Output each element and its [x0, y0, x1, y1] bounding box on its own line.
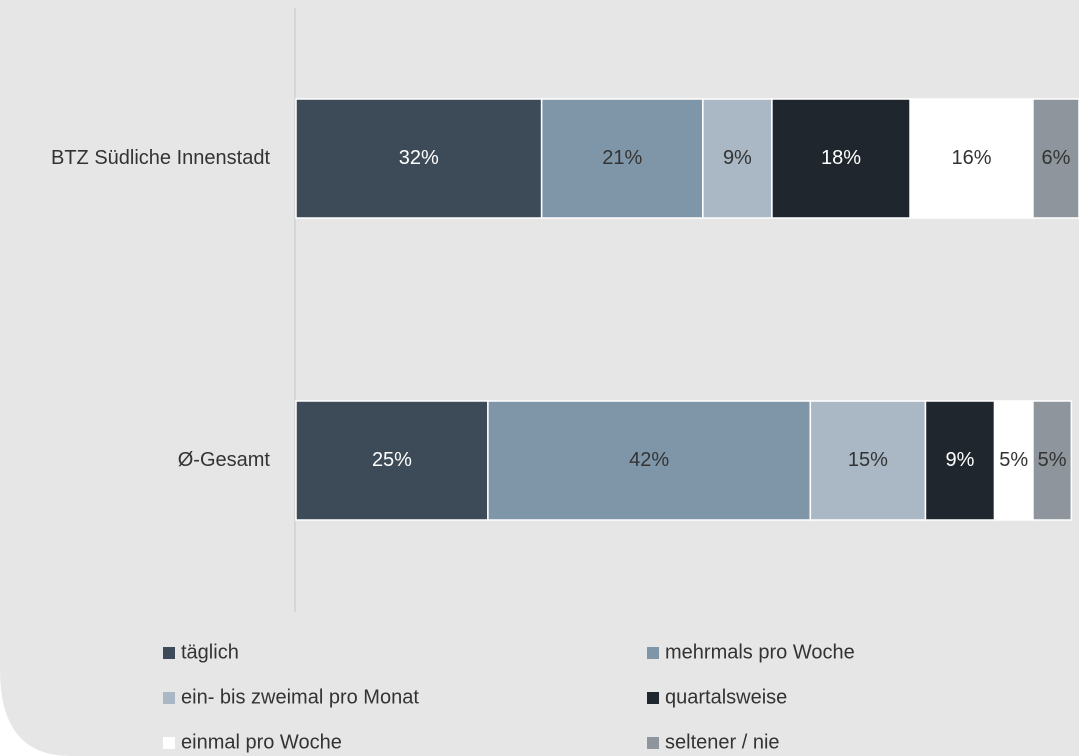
bar-segment [909, 98, 1034, 219]
category-label: BTZ Südliche Innenstadt [51, 147, 270, 169]
legend-label: seltener / nie [665, 731, 780, 753]
legend-swatch [647, 647, 659, 659]
legend-swatch [163, 737, 175, 749]
bar-segment [1032, 98, 1079, 219]
value-label: 25% [372, 449, 412, 471]
bar-segment [771, 98, 911, 219]
value-label: 6% [1042, 147, 1071, 169]
value-label: 16% [952, 147, 992, 169]
bar-segment [295, 400, 489, 521]
value-label: 32% [399, 147, 439, 169]
bar-segment [1032, 400, 1073, 521]
bar-segment [540, 98, 704, 219]
legend-label: mehrmals pro Woche [665, 641, 855, 663]
legend-label: quartalsweise [665, 686, 787, 708]
legend-label: ein- bis zweimal pro Monat [181, 686, 419, 708]
category-label: Ø-Gesamt [178, 449, 271, 471]
legend-label: täglich [181, 641, 239, 663]
value-label: 21% [602, 147, 642, 169]
bar-segment [295, 98, 543, 219]
value-label: 18% [821, 147, 861, 169]
legend-swatch [647, 737, 659, 749]
legend-swatch [163, 647, 175, 659]
bar-segment [924, 400, 996, 521]
legend-swatch [647, 692, 659, 704]
legend-label: einmal pro Woche [181, 731, 342, 753]
bar-segment [487, 400, 812, 521]
value-label: 9% [946, 449, 975, 471]
value-label: 42% [629, 449, 669, 471]
value-label: 5% [1038, 449, 1067, 471]
value-label: 9% [723, 147, 752, 169]
value-label: 5% [999, 449, 1028, 471]
bar-segment [702, 98, 773, 219]
legend-swatch [163, 692, 175, 704]
value-label: 15% [848, 449, 888, 471]
